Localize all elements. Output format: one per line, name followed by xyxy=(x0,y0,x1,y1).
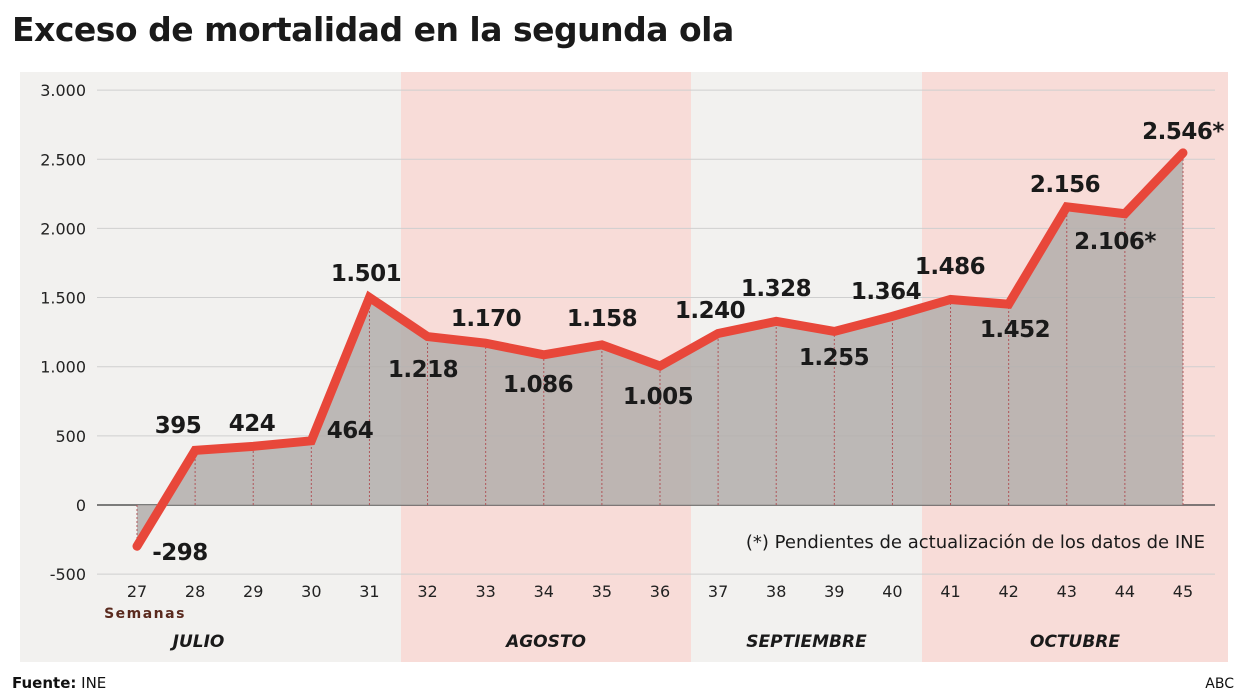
month-label: AGOSTO xyxy=(504,632,586,652)
data-label: 1.158 xyxy=(567,306,637,332)
data-label: 2.106* xyxy=(1074,229,1156,255)
data-point xyxy=(136,545,138,548)
x-tick-label: 35 xyxy=(592,582,612,601)
data-label: 1.240 xyxy=(675,298,745,324)
data-point xyxy=(1007,303,1010,306)
x-tick-label: 28 xyxy=(185,582,205,601)
data-label: 1.364 xyxy=(851,279,921,305)
data-point xyxy=(1181,151,1184,154)
y-tick-label: 2.000 xyxy=(40,219,86,238)
data-point xyxy=(252,445,255,448)
y-tick-label: 3.000 xyxy=(40,81,86,100)
source-note: Fuente: INE xyxy=(12,674,106,692)
x-tick-label: 31 xyxy=(359,582,379,601)
source-label: Fuente: xyxy=(12,674,77,692)
data-point xyxy=(658,365,661,368)
data-point xyxy=(949,298,952,301)
area-fill xyxy=(137,152,1183,547)
data-point xyxy=(833,330,836,333)
data-point xyxy=(426,335,429,338)
data-label: 1.501 xyxy=(331,261,401,287)
data-label: 464 xyxy=(327,418,374,444)
x-tick-label: 27 xyxy=(127,582,147,601)
data-point xyxy=(717,332,720,335)
x-tick-label: 41 xyxy=(940,582,960,601)
x-tick-label: 42 xyxy=(998,582,1018,601)
x-tick-label: 45 xyxy=(1173,582,1193,601)
footnote-annotation: (*) Pendientes de actualización de los d… xyxy=(746,532,1205,553)
x-tick-label: 29 xyxy=(243,582,263,601)
data-point xyxy=(542,353,545,356)
month-label: OCTUBRE xyxy=(1030,632,1120,652)
x-tick-label: 40 xyxy=(882,582,902,601)
x-axis-label: Semanas xyxy=(104,606,186,622)
data-point xyxy=(484,342,487,345)
month-label: JULIO xyxy=(170,632,225,652)
data-point xyxy=(310,439,313,442)
data-label: 1.170 xyxy=(451,306,521,332)
data-point xyxy=(891,315,894,318)
data-label: 424 xyxy=(229,411,276,437)
y-tick-label: 1.500 xyxy=(40,289,86,308)
x-tick-label: 30 xyxy=(301,582,321,601)
data-label: 1.086 xyxy=(503,372,573,398)
y-tick-label: -500 xyxy=(50,565,86,584)
data-label: 1.486 xyxy=(915,254,985,280)
data-point xyxy=(600,343,603,346)
data-label: 1.255 xyxy=(799,345,869,371)
chart-title: Exceso de mortalidad en la segunda ola xyxy=(12,10,734,49)
x-tick-label: 36 xyxy=(650,582,670,601)
month-label: SEPTIEMBRE xyxy=(746,632,867,652)
x-tick-label: 38 xyxy=(766,582,786,601)
x-tick-label: 33 xyxy=(475,582,495,601)
x-tick-label: 32 xyxy=(417,582,437,601)
y-tick-label: 2.500 xyxy=(40,150,86,169)
x-tick-label: 43 xyxy=(1057,582,1077,601)
data-label: 1.328 xyxy=(741,276,811,302)
data-point xyxy=(775,320,778,323)
x-tick-label: 37 xyxy=(708,582,728,601)
data-label: 1.218 xyxy=(388,357,458,383)
data-label: 395 xyxy=(155,413,202,439)
data-point xyxy=(1065,205,1068,208)
data-label: -298 xyxy=(152,540,208,566)
data-point xyxy=(1123,212,1126,215)
y-tick-label: 0 xyxy=(76,496,86,515)
x-tick-label: 39 xyxy=(824,582,844,601)
source-value: INE xyxy=(81,674,107,692)
x-tick-label: 44 xyxy=(1115,582,1135,601)
x-tick-label: 34 xyxy=(534,582,554,601)
data-label: 2.156 xyxy=(1030,172,1100,198)
data-point xyxy=(368,296,371,299)
data-point xyxy=(194,449,197,452)
data-label: 1.452 xyxy=(980,317,1050,343)
data-label: 2.546* xyxy=(1142,119,1224,145)
y-tick-label: 1.000 xyxy=(40,358,86,377)
data-label: 1.005 xyxy=(623,384,693,410)
y-tick-label: 500 xyxy=(55,427,86,446)
brand-label: ABC xyxy=(1205,676,1234,692)
